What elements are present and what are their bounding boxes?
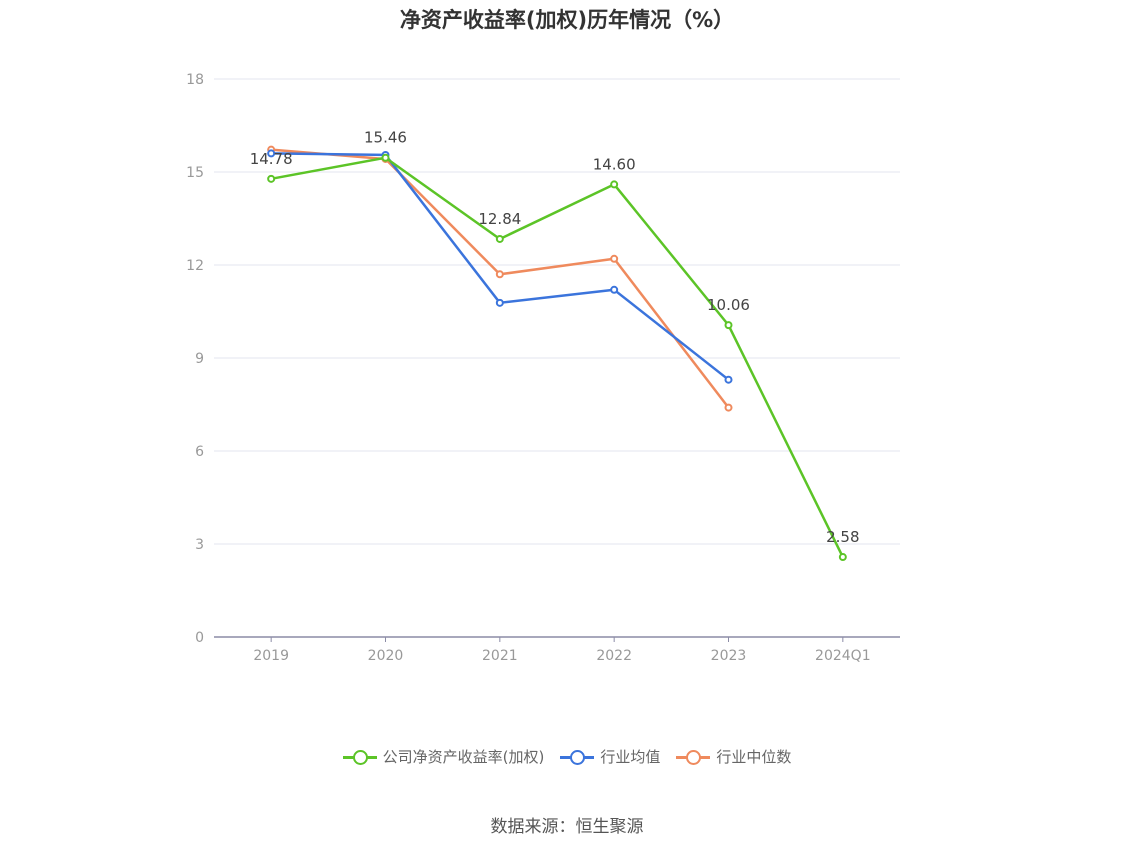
- y-tick-label: 15: [186, 165, 204, 181]
- legend-label-company: 公司净资产收益率(加权): [382, 748, 545, 766]
- data-label: 2.58: [826, 528, 859, 546]
- x-tick-label: 2021: [482, 648, 518, 664]
- data-point: [610, 285, 619, 294]
- x-tick-label: 2023: [711, 648, 747, 664]
- legend-swatch-company: [342, 748, 377, 766]
- data-label: 14.78: [250, 150, 293, 168]
- data-point: [724, 321, 733, 330]
- x-tick-label: 2019: [253, 648, 289, 664]
- legend-swatch-industry-mean: [560, 748, 595, 766]
- data-source-note: 数据来源：恒生聚源: [490, 817, 644, 837]
- data-label: 15.46: [364, 129, 407, 147]
- legend-label-industry-mean: 行业均值: [600, 748, 661, 766]
- series-line: [270, 156, 844, 558]
- data-point: [495, 270, 504, 279]
- data-point: [838, 553, 847, 562]
- y-tick-label: 6: [195, 444, 204, 460]
- y-tick-label: 0: [195, 630, 204, 646]
- data-point: [610, 180, 619, 189]
- data-label: 14.60: [593, 155, 636, 173]
- data-point: [381, 153, 390, 162]
- data-label: 12.84: [478, 210, 521, 228]
- data-point: [610, 254, 619, 263]
- data-point: [724, 403, 733, 412]
- x-tick-label: 2020: [368, 648, 404, 664]
- series-line: [271, 152, 730, 381]
- data-point: [267, 174, 276, 183]
- x-tick-label: 2022: [596, 648, 632, 664]
- y-tick-label: 3: [195, 537, 204, 553]
- y-tick-label: 9: [195, 351, 204, 367]
- legend-swatch-industry-median: [676, 748, 711, 766]
- y-tick-label: 18: [186, 72, 204, 88]
- chart-title: 净资产收益率(加权)历年情况（%）: [399, 8, 735, 32]
- x-tick-label: 2024Q1: [815, 648, 871, 664]
- legend-label-industry-median: 行业中位数: [716, 748, 792, 766]
- data-label: 10.06: [707, 296, 750, 314]
- series-line: [271, 148, 730, 409]
- data-point: [724, 375, 733, 384]
- legend-item-company[interactable]: 公司净资产收益率(加权): [342, 746, 545, 767]
- chart-legend: 公司净资产收益率(加权) 行业均值 行业中位数: [0, 746, 1134, 767]
- data-point: [495, 234, 504, 243]
- y-tick-label: 12: [186, 258, 204, 274]
- legend-item-industry-median[interactable]: 行业中位数: [676, 746, 791, 767]
- data-point: [495, 298, 504, 307]
- legend-item-industry-mean[interactable]: 行业均值: [560, 746, 660, 767]
- data-point: [267, 149, 276, 158]
